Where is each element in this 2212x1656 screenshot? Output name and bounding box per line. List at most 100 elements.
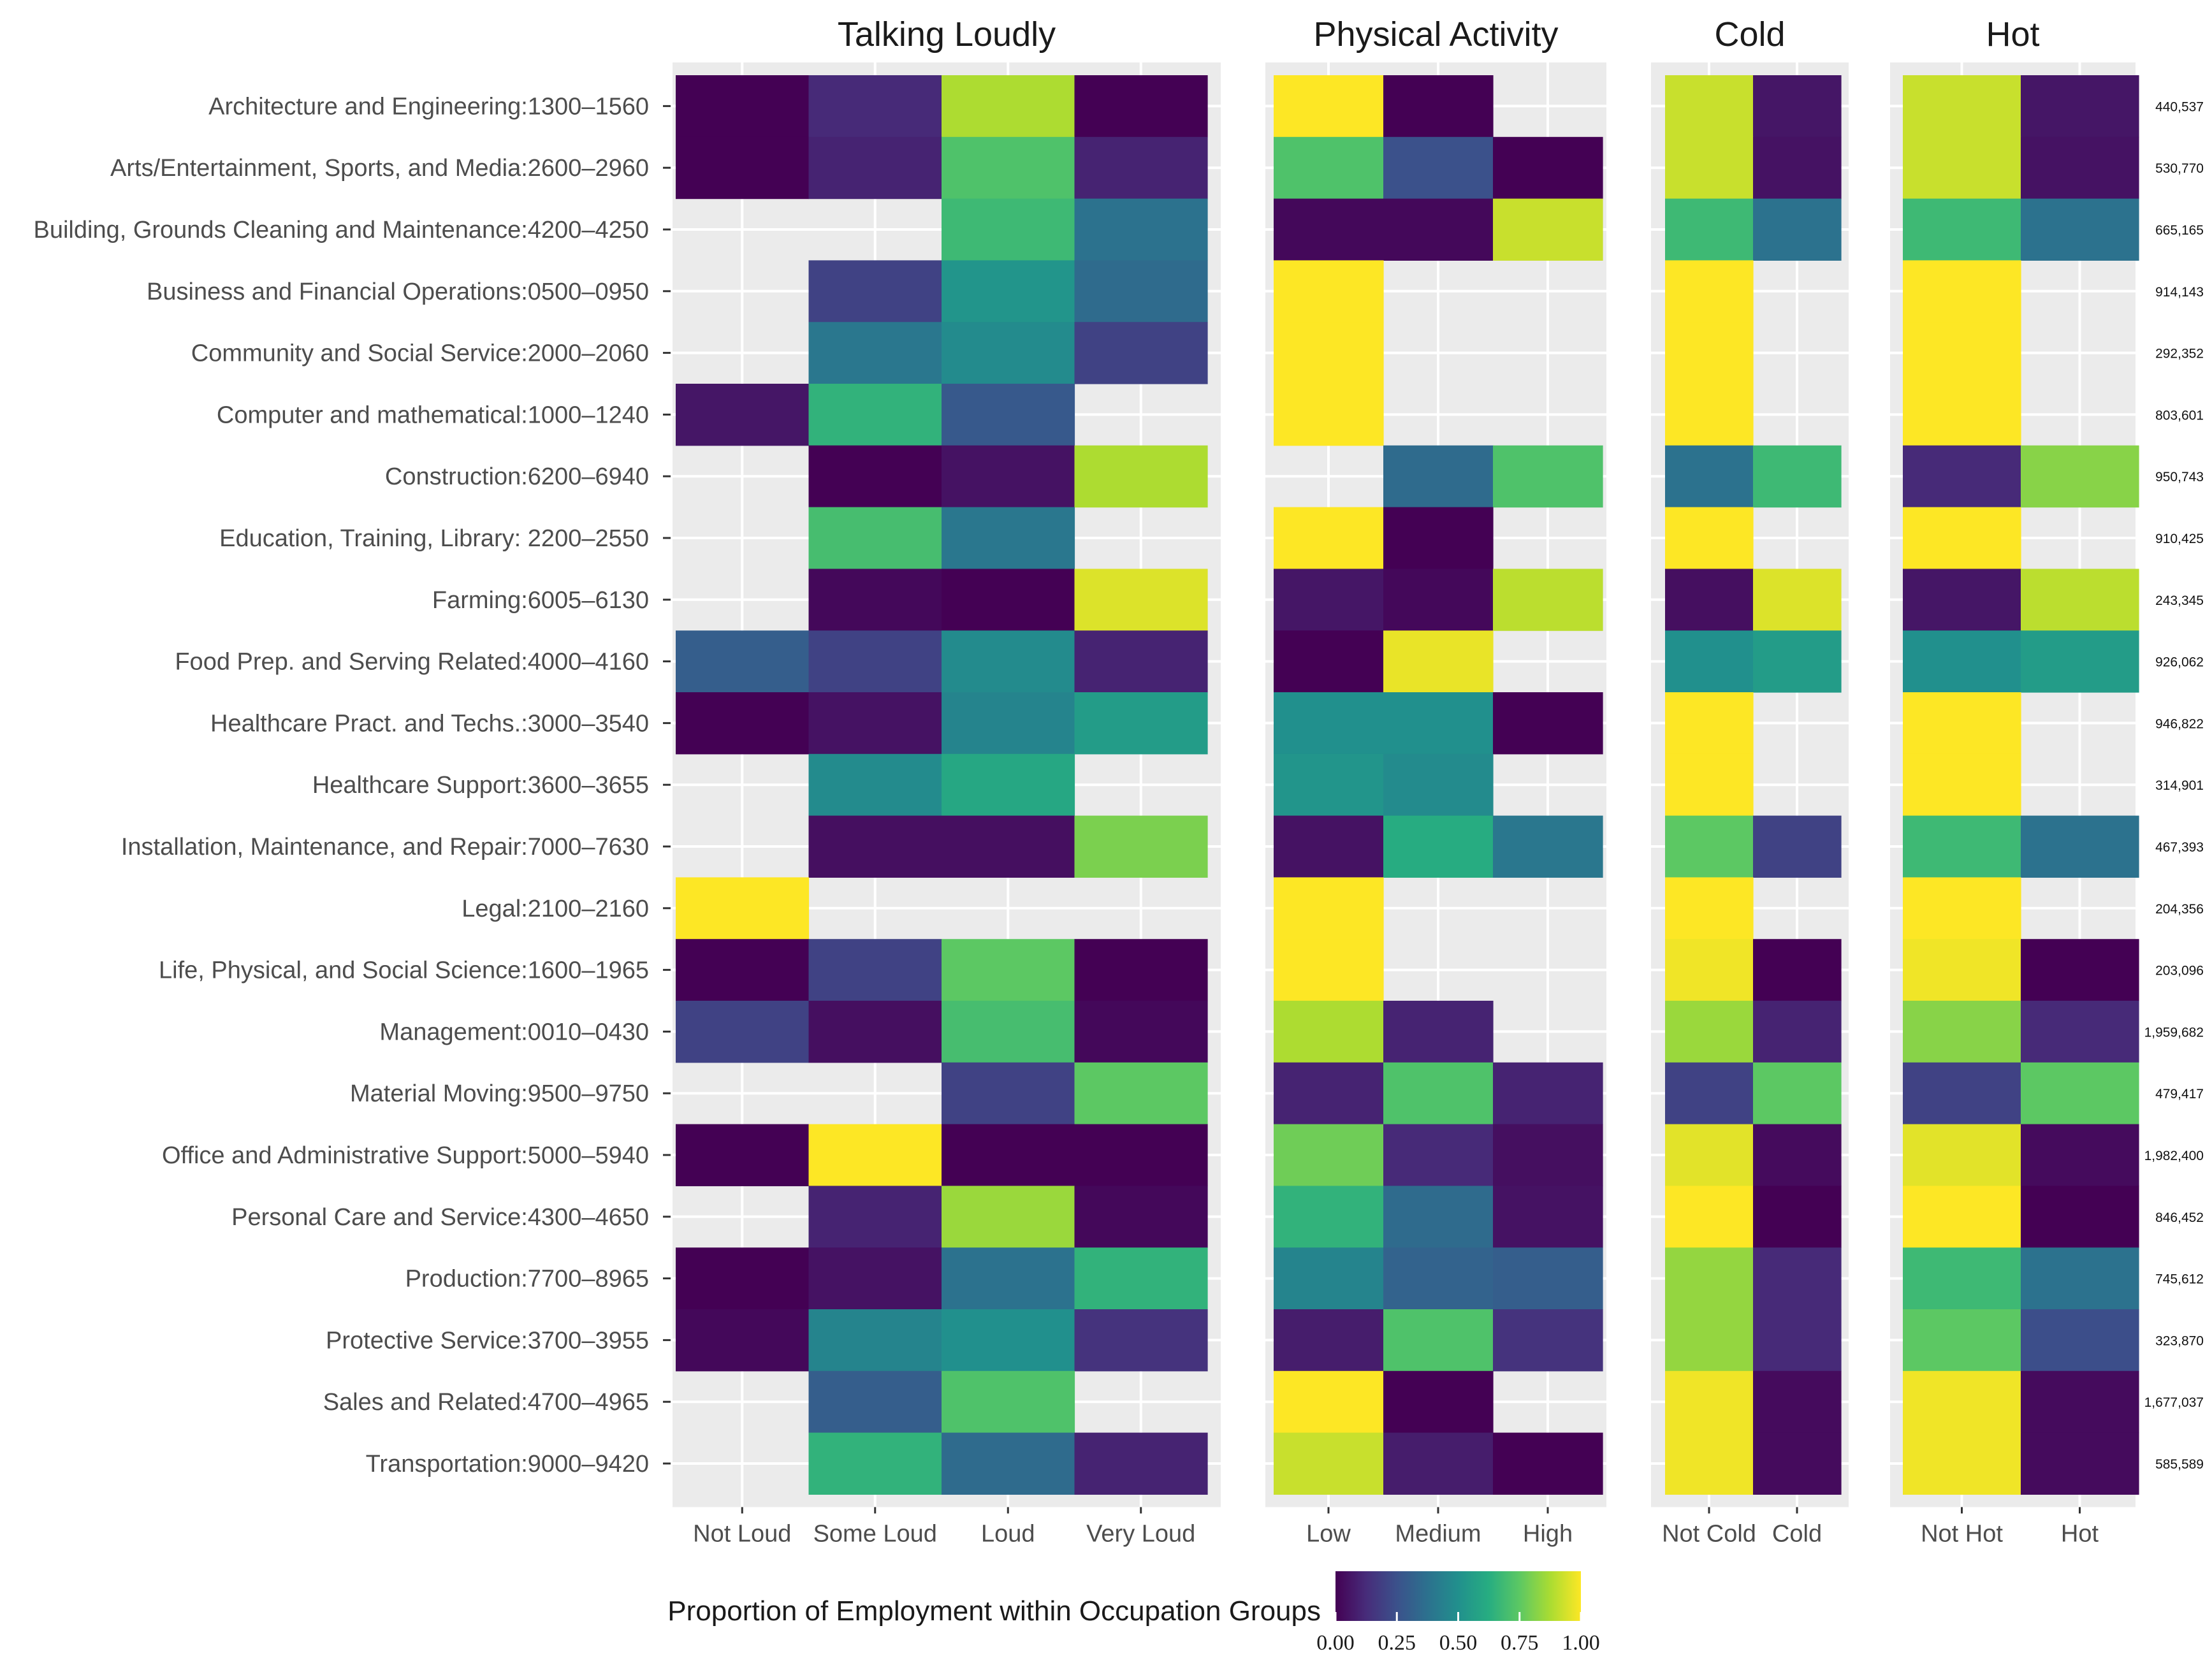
heatmap-tile — [1074, 198, 1208, 261]
heatmap-tile — [808, 1124, 942, 1186]
heatmap-tile — [808, 507, 942, 569]
heatmap-tile — [1665, 630, 1754, 693]
heatmap-tile — [1753, 1062, 1842, 1125]
heatmap-tile — [808, 1247, 942, 1310]
heatmap-tile — [808, 136, 942, 200]
heatmap-tile — [942, 384, 1075, 446]
heatmap-tile — [1903, 507, 2021, 569]
heatmap-tile — [2021, 939, 2139, 1001]
heatmap-tile — [808, 445, 942, 508]
heatmap-tile — [808, 75, 942, 138]
heatmap-tile — [1493, 1124, 1603, 1186]
heatmap-tile — [1274, 692, 1384, 755]
heatmap-tile — [942, 1062, 1075, 1125]
heatmap-tile — [1665, 1247, 1754, 1310]
legend-tick-label: 1.00 — [1562, 1631, 1600, 1653]
heatmap-tile — [1753, 1432, 1842, 1495]
count-label: 203,096 — [2155, 964, 2204, 978]
heatmap-tile — [676, 630, 810, 693]
heatmap-tile — [1903, 198, 2021, 261]
heatmap-tile — [1493, 136, 1603, 200]
heatmap-tile — [808, 569, 942, 631]
y-tick-label: Healthcare Support:3600–3655 — [312, 772, 649, 799]
heatmap-tile — [1383, 1309, 1494, 1372]
y-tick-label: Community and Social Service:2000–2060 — [191, 340, 649, 367]
heatmap-tile — [1665, 815, 1754, 878]
heatmap-tile — [808, 753, 942, 817]
heatmap-tile — [1383, 1001, 1494, 1063]
heatmap-tile — [1665, 136, 1754, 200]
heatmap-tile — [1493, 1432, 1603, 1495]
heatmap-tile — [1753, 1309, 1842, 1372]
heatmap-tile — [676, 939, 810, 1001]
y-tick-label: Computer and mathematical:1000–1240 — [217, 402, 649, 428]
heatmap-tile — [676, 384, 810, 446]
heatmap-tile — [2021, 1370, 2139, 1434]
heatmap-tile — [1493, 569, 1603, 631]
heatmap-tile — [1383, 1432, 1494, 1495]
heatmap-tile — [1074, 630, 1208, 693]
heatmap-tile — [1753, 1124, 1842, 1186]
legend-tick-label: 0.75 — [1501, 1631, 1539, 1653]
heatmap-tile — [942, 136, 1075, 200]
heatmap-tile — [1903, 753, 2021, 817]
heatmap-tile — [1074, 260, 1208, 323]
heatmap-tile — [808, 939, 942, 1001]
count-label: 665,165 — [2155, 223, 2204, 238]
heatmap-tile — [1903, 1062, 2021, 1125]
heatmap-tile — [1274, 1124, 1384, 1186]
heatmap-tile — [1903, 445, 2021, 508]
heatmap-tile — [2021, 630, 2139, 693]
heatmap-tile — [1903, 1124, 2021, 1186]
heatmap-tile — [1383, 630, 1494, 693]
count-label: 745,612 — [2155, 1272, 2204, 1287]
heatmap-tile — [1274, 1432, 1384, 1495]
y-tick-label: Sales and Related:4700–4965 — [323, 1389, 649, 1416]
x-tick-label: Medium — [1395, 1520, 1481, 1547]
heatmap-tile — [942, 322, 1075, 384]
heatmap-tile — [1665, 1186, 1754, 1248]
heatmap-tile — [942, 1370, 1075, 1434]
heatmap-tile — [1665, 939, 1754, 1001]
heatmap-tile — [942, 692, 1075, 755]
heatmap-tile — [1753, 1001, 1842, 1063]
legend-title: Proportion of Employment within Occupati… — [667, 1595, 1321, 1627]
count-label: 314,901 — [2155, 778, 2204, 793]
heatmap-tile — [1493, 1062, 1603, 1125]
heatmap-tile — [1665, 1062, 1754, 1125]
x-tick-label: Hot — [2061, 1520, 2099, 1547]
count-label: 479,417 — [2155, 1087, 2204, 1101]
count-label: 946,822 — [2155, 716, 2204, 731]
heatmap-tile — [1903, 1309, 2021, 1372]
heatmap-tile — [2021, 815, 2139, 878]
heatmap-tile — [1665, 753, 1754, 817]
heatmap-tile — [1383, 753, 1494, 817]
heatmap-tile — [1074, 692, 1208, 755]
heatmap-tile — [1074, 1001, 1208, 1063]
heatmap-tile — [1074, 1186, 1208, 1248]
count-label: 914,143 — [2155, 285, 2204, 300]
heatmap-tile — [1074, 1062, 1208, 1125]
heatmap-tile — [808, 322, 942, 384]
count-label: 323,870 — [2155, 1333, 2204, 1348]
heatmap-tile — [1665, 1124, 1754, 1186]
heatmap-tile — [1274, 1186, 1384, 1248]
heatmap-tile — [1383, 198, 1494, 261]
heatmap-tile — [2021, 569, 2139, 631]
heatmap-tile — [942, 260, 1075, 323]
heatmap-tile — [1274, 1247, 1384, 1310]
heatmap-tile — [1383, 1247, 1494, 1310]
heatmap-tile — [808, 1001, 942, 1063]
heatmap-tile — [1274, 384, 1384, 446]
heatmap-tile — [1665, 260, 1754, 323]
count-label: 926,062 — [2155, 655, 2204, 670]
count-label: 910,425 — [2155, 532, 2204, 546]
legend-tick-label: 0.25 — [1378, 1631, 1416, 1653]
heatmap-tile — [1903, 630, 2021, 693]
heatmap-tile — [2021, 75, 2139, 138]
y-tick-label: Transportation:9000–9420 — [366, 1451, 649, 1478]
heatmap-tile — [942, 1432, 1075, 1495]
legend-tick-label: 0.00 — [1316, 1631, 1355, 1653]
heatmap-tile — [1903, 1247, 2021, 1310]
count-label: 803,601 — [2155, 408, 2204, 423]
